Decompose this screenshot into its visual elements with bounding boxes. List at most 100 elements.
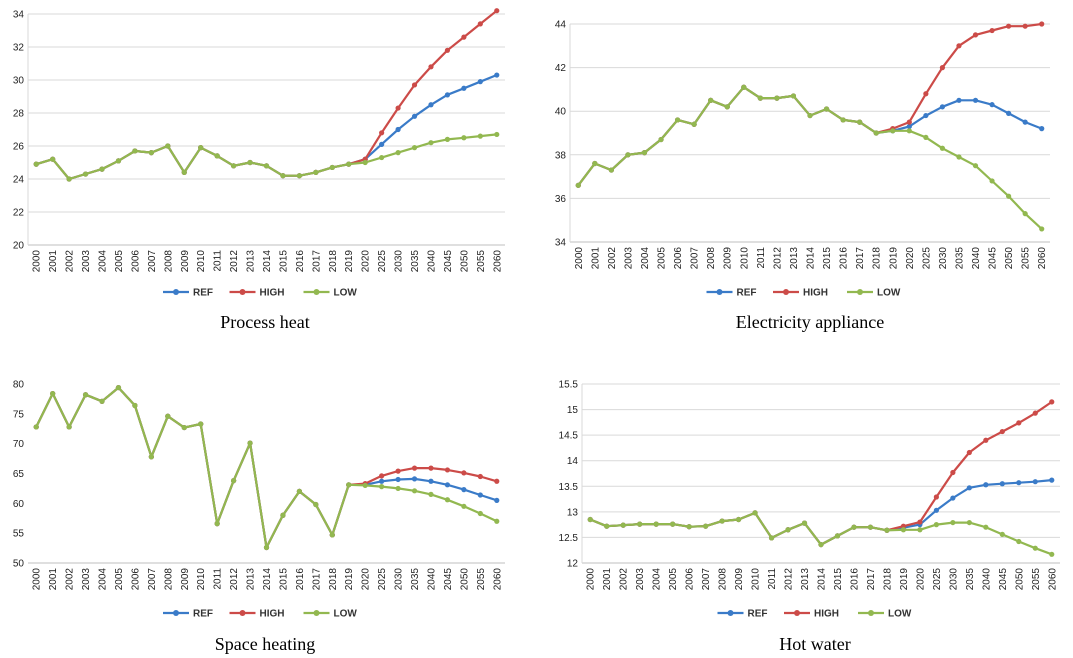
x-tick-label: 2000 xyxy=(574,247,585,270)
x-tick-label: 2009 xyxy=(734,568,745,591)
data-point-low xyxy=(658,136,664,143)
x-tick-label: 2030 xyxy=(948,568,959,591)
y-tick-label: 50 xyxy=(13,559,25,570)
y-tick-label: 13 xyxy=(567,507,579,518)
data-point-high xyxy=(1006,23,1012,29)
y-tick-label: 14 xyxy=(567,456,579,467)
x-tick-label: 2019 xyxy=(899,568,910,591)
y-tick-label: 75 xyxy=(13,409,25,420)
data-point-low xyxy=(956,154,962,160)
data-point-high xyxy=(933,494,939,500)
data-point-low xyxy=(362,159,368,166)
data-point-low xyxy=(379,154,385,161)
x-tick-label: 2008 xyxy=(706,247,717,270)
legend-marker-ref xyxy=(173,610,179,616)
x-tick-label: 2020 xyxy=(915,568,926,591)
x-tick-label: 2018 xyxy=(872,247,883,270)
x-tick-label: 2010 xyxy=(739,247,750,270)
data-point-high xyxy=(950,469,956,476)
data-point-low xyxy=(604,523,610,529)
data-point-ref xyxy=(933,507,939,513)
data-point-low xyxy=(906,128,912,134)
x-tick-label: 2002 xyxy=(65,250,76,273)
data-point-ref xyxy=(1022,119,1028,125)
data-point-low xyxy=(148,150,154,156)
data-point-ref xyxy=(1039,126,1045,132)
legend-label-low: LOW xyxy=(334,609,358,620)
data-point-low xyxy=(1049,551,1055,557)
data-point-low xyxy=(198,145,204,151)
legend-marker-ref xyxy=(716,289,723,295)
data-point-low xyxy=(989,178,995,184)
x-tick-label: 2009 xyxy=(723,247,734,270)
data-point-ref xyxy=(461,487,467,493)
x-tick-label: 2002 xyxy=(607,247,618,270)
data-point-low xyxy=(33,161,39,167)
x-tick-label: 2017 xyxy=(311,250,322,273)
x-tick-label: 2055 xyxy=(476,250,487,273)
data-point-high xyxy=(999,428,1005,435)
data-point-low xyxy=(444,136,451,142)
x-tick-label: 2007 xyxy=(701,568,712,591)
x-tick-label: 2016 xyxy=(295,568,306,591)
x-tick-label: 2011 xyxy=(756,247,767,269)
data-point-high xyxy=(411,465,418,471)
data-point-low xyxy=(214,153,220,159)
data-point-low xyxy=(1022,211,1028,217)
x-tick-label: 2018 xyxy=(328,250,339,273)
x-tick-label: 2018 xyxy=(882,568,893,591)
x-tick-label: 2010 xyxy=(196,568,207,591)
x-tick-label: 2060 xyxy=(492,250,503,273)
x-tick-label: 2014 xyxy=(262,250,273,273)
x-tick-label: 2008 xyxy=(163,250,174,273)
x-tick-label: 2009 xyxy=(180,250,191,273)
x-tick-label: 2005 xyxy=(657,247,668,270)
x-tick-label: 2000 xyxy=(32,568,43,591)
data-point-low xyxy=(296,173,302,179)
x-tick-label: 2015 xyxy=(278,250,289,273)
data-point-low xyxy=(752,510,758,516)
data-point-low xyxy=(494,518,500,524)
data-point-low xyxy=(703,523,709,529)
data-point-low xyxy=(247,440,253,446)
chart-space-heating: 50 55 60 65 70 75 80 2000 2001 2002 2003 2004 2005 20… xyxy=(13,380,505,620)
x-tick-label: 2035 xyxy=(965,568,976,591)
data-point-high xyxy=(983,437,989,443)
data-point-low xyxy=(395,485,401,492)
data-point-high xyxy=(989,27,995,34)
legend-label-ref: REF xyxy=(737,288,757,299)
data-point-low xyxy=(99,166,105,172)
data-point-low xyxy=(280,173,286,179)
data-point-low xyxy=(165,143,171,149)
data-point-ref xyxy=(379,141,385,147)
chart-panel-hot-water: 12 12.5 13 13.5 14 14.5 15 15.5 2000 2001 2002 2003… xyxy=(540,370,1070,630)
legend-marker-low xyxy=(868,610,874,616)
data-point-low xyxy=(724,104,730,110)
legend-marker-ref xyxy=(173,289,179,295)
data-point-high xyxy=(900,523,907,529)
x-tick-label: 2060 xyxy=(492,568,503,591)
data-point-ref xyxy=(477,492,483,498)
series-line-high xyxy=(35,386,498,549)
y-tick-label: 32 xyxy=(13,43,25,54)
x-tick-label: 2060 xyxy=(1047,568,1058,591)
y-tick-label: 30 xyxy=(13,76,25,87)
x-tick-label: 2005 xyxy=(114,568,125,591)
x-tick-label: 2008 xyxy=(718,568,729,591)
chart-electricity-appliance: 34 36 38 40 42 44 2000 2001 2002 2003 2004 2005 2006… xyxy=(555,20,1050,299)
data-point-ref xyxy=(1006,110,1012,116)
series-line-high xyxy=(577,22,1042,186)
chart-hot-water: 12 12.5 13 13.5 14 14.5 15 15.5 2000 2001 2002 2003… xyxy=(559,380,1060,620)
data-point-low xyxy=(757,95,763,101)
x-tick-label: 2050 xyxy=(459,568,470,591)
data-point-low xyxy=(785,527,791,533)
data-point-low xyxy=(296,488,302,494)
chart-process-heat: 20 22 24 26 28 30 32 34 2000 2001 2002 2003 2004 2005… xyxy=(13,8,505,299)
data-point-high xyxy=(494,478,500,484)
data-point-low xyxy=(132,148,138,154)
y-tick-label: 44 xyxy=(555,20,567,31)
data-point-high xyxy=(939,65,946,71)
x-tick-label: 2018 xyxy=(328,568,339,591)
data-point-low xyxy=(214,521,220,527)
y-tick-label: 13.5 xyxy=(559,482,579,493)
